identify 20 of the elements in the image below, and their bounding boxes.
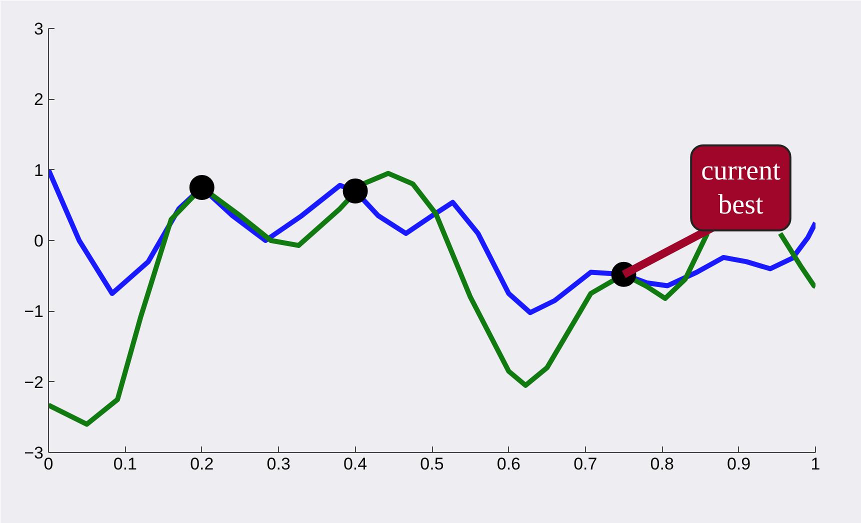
y-tick-label: −1 — [24, 302, 44, 322]
y-tick-label: −3 — [24, 444, 44, 462]
x-tick-label: 0.1 — [113, 454, 138, 474]
x-tick-label: 0.2 — [190, 454, 214, 474]
point — [189, 175, 214, 200]
y-tick-label: −2 — [24, 372, 44, 392]
x-tick-label: 0.8 — [650, 454, 674, 474]
point — [342, 178, 368, 204]
x-tick-label: 0.7 — [574, 454, 598, 474]
x-tick-label: 0.4 — [343, 454, 368, 474]
annotation: current best — [701, 155, 781, 220]
y-tick-label: 0 — [34, 232, 44, 250]
y-tick-label: 2 — [34, 90, 44, 110]
x-tick-label: 0.6 — [496, 454, 521, 474]
x-tick-label: 1 — [810, 454, 820, 474]
y-tick-label: 1 — [34, 160, 44, 180]
x-tick-label: 0.3 — [266, 454, 290, 474]
y-tick-label: 3 — [34, 20, 44, 38]
x-tick-label: 0.9 — [726, 454, 751, 474]
x-tick-label: 0.5 — [420, 454, 444, 474]
